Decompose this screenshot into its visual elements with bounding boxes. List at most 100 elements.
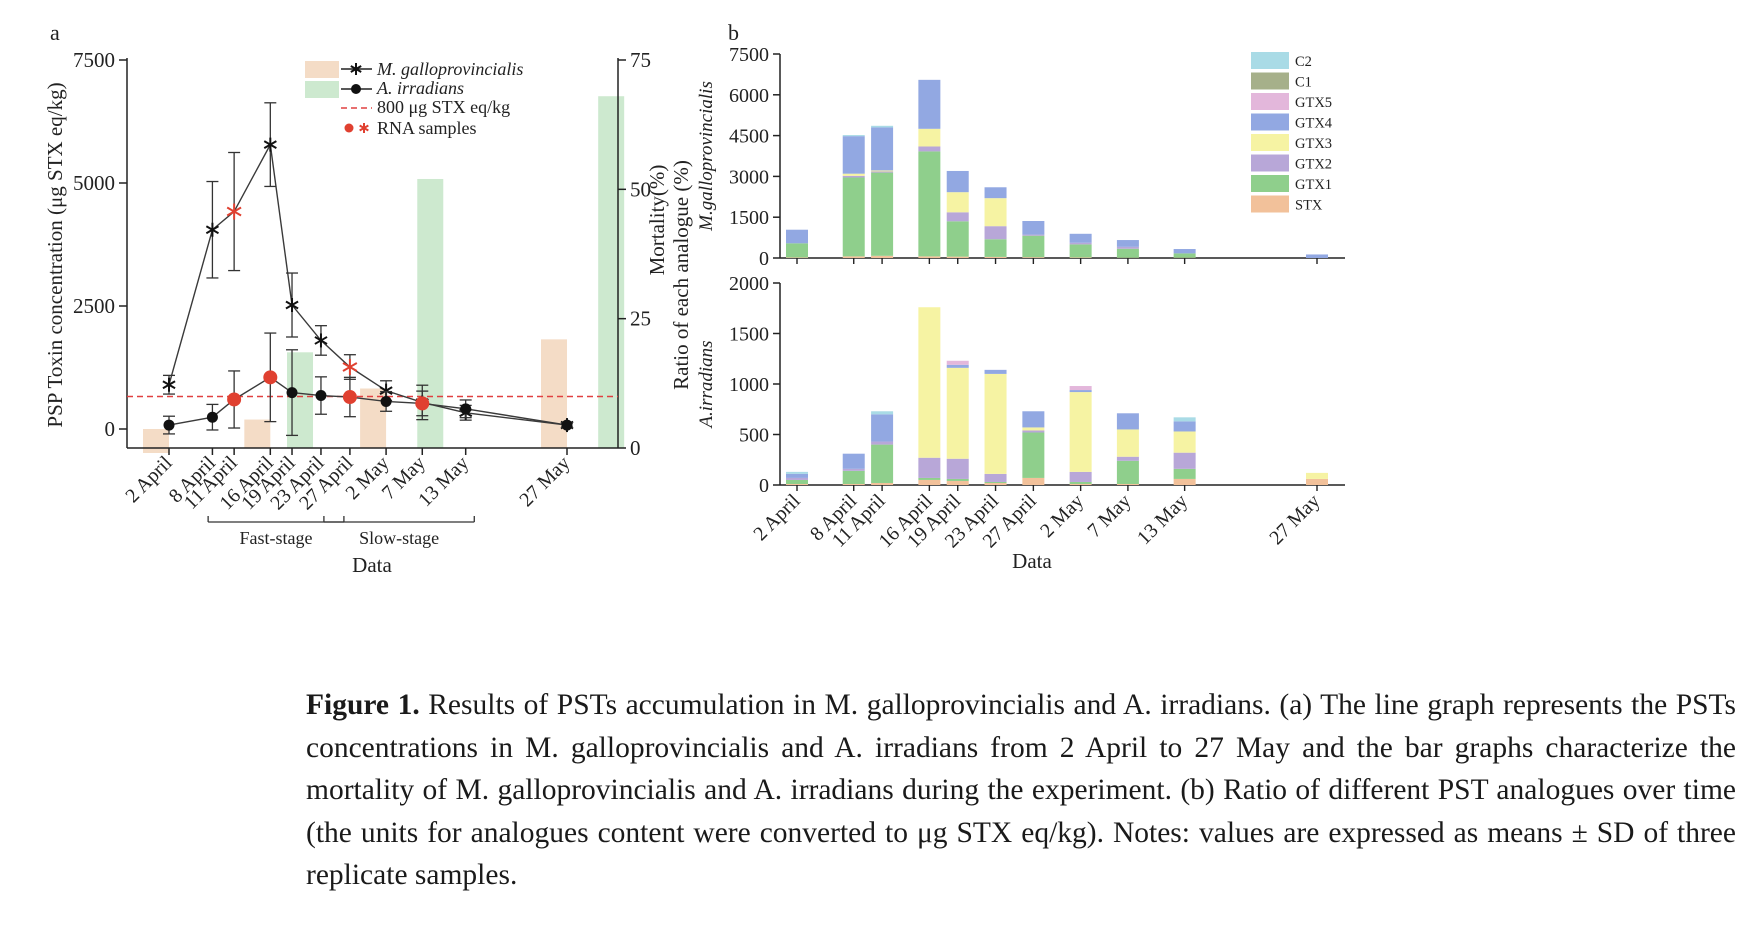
scallop-point (315, 390, 327, 402)
bar-segment-stx (871, 255, 894, 258)
mussel-point-stroke (285, 300, 299, 310)
scallop-point (460, 403, 472, 415)
y-tick-label: 5000 (73, 171, 115, 195)
mussel-point (314, 333, 328, 348)
caption-label: Figure 1. (306, 689, 420, 721)
legend-label-c1: C1 (1295, 75, 1312, 91)
bar-segment-stx (1173, 478, 1196, 485)
bar-segment-stx (946, 480, 969, 485)
bar-segment-gtx1 (1116, 460, 1139, 484)
mortality-bar-mussel-1 (244, 419, 271, 448)
bar-segment-gtx1 (1116, 248, 1139, 258)
bar-segment-gtx2 (1116, 246, 1139, 249)
bar-segment-stx (1116, 483, 1139, 485)
y-tick-label: 7500 (729, 44, 769, 66)
stage-label: Slow-stage (359, 528, 439, 548)
bar-segment-gtx1 (871, 444, 894, 483)
legend-label-mussel: M. galloprovincialis (376, 59, 523, 79)
bar-segment-gtx4 (918, 79, 941, 129)
panel-b-letter: b (728, 20, 739, 45)
mussel-point (285, 298, 299, 313)
bar-segment-gtx3 (871, 170, 894, 172)
y2-tick-label: 0 (630, 436, 641, 460)
x-tick-label: 2 April (749, 490, 805, 546)
scallop-point (163, 419, 175, 431)
bar-segment-gtx1 (842, 470, 865, 484)
caption-text: Results of PSTs accumulation in M. gallo… (306, 689, 1736, 891)
y-tick-label: 1000 (729, 374, 769, 396)
bar-segment-gtx4 (1116, 240, 1139, 247)
mortality-bar-scallop-2 (598, 96, 625, 449)
series-line-mussel (168, 142, 568, 426)
x-axis-title: Data (352, 553, 392, 577)
y-tick-label: 7500 (73, 48, 115, 72)
scallop-point (561, 419, 573, 431)
bar-segment-gtx4 (1306, 254, 1328, 258)
panel-a-chart: 0 2500 5000 7500 0 25 50 75 PSP Toxin concentrat… (43, 48, 669, 577)
mussel-point-stroke (205, 225, 219, 235)
bar-segment-gtx1 (1173, 253, 1196, 258)
bar-segment-gtx3 (1022, 427, 1045, 431)
bar-segment-gtx2 (946, 458, 969, 479)
legend-swatch-scallop-bar (305, 81, 339, 98)
x-tick-label: 2 May (1036, 490, 1088, 542)
bar-segment-gtx4 (871, 127, 894, 171)
legend-label-stx: STX (1295, 198, 1323, 214)
mussel-point (205, 222, 219, 237)
stage-label: Fast-stage (240, 528, 313, 548)
bar-segment-stx (842, 483, 865, 485)
bar-segment-gtx4 (1116, 413, 1139, 430)
y-tick-label: 0 (759, 248, 769, 270)
bar-segment-gtx3 (946, 192, 969, 213)
y2-tick-label: 25 (630, 307, 651, 331)
bar-segment-stx (786, 257, 808, 258)
scallop-point (263, 370, 278, 385)
bar-segment-gtx5 (1069, 386, 1092, 391)
legend: C2 C1 GTX5 GTX4 GTX3 GTX2 GTX1 STX (1251, 52, 1333, 214)
mussel-point (263, 137, 277, 152)
legend-marker-scallop (351, 84, 361, 94)
bar-segment-gtx1 (842, 177, 865, 257)
figure-caption: Figure 1. Results of PSTs accumulation i… (306, 684, 1736, 897)
bar-segment-gtx1 (1069, 481, 1092, 484)
bar-segment-gtx3 (1173, 431, 1196, 453)
bar-segment-gtx4 (946, 364, 969, 368)
bar-segment-stx (946, 256, 969, 258)
y-tick-label: 3000 (729, 166, 769, 188)
scallop-point (227, 392, 242, 407)
scallop-point (206, 411, 218, 423)
bar-segment-c2 (842, 135, 865, 137)
bar-segment-gtx1 (984, 481, 1007, 483)
bar-segment-gtx2 (842, 175, 865, 178)
legend-label-scallop: A. irradians (376, 78, 464, 98)
bar-segment-gtx1 (1022, 235, 1045, 258)
bar-segment-gtx1 (918, 477, 941, 480)
mortality-bar-mussel-0 (143, 429, 169, 453)
y-tick-label: 1500 (729, 324, 769, 346)
bar-segment-gtx4 (1022, 221, 1045, 235)
bar-segment-gtx4 (1173, 421, 1196, 432)
bar-segment-gtx2 (1173, 452, 1196, 469)
bar-segment-stx (984, 482, 1007, 485)
bar-segment-gtx4 (984, 369, 1007, 374)
bar-segment-stx (842, 256, 865, 258)
bar-segment-gtx1 (946, 221, 969, 257)
bar-segment-stx (1022, 257, 1045, 258)
bar-segment-gtx1 (1069, 244, 1092, 258)
mussel-point (162, 377, 176, 392)
bar-segment-gtx4 (786, 229, 808, 244)
mussel-point-stroke (263, 140, 277, 149)
panel-a-letter: a (50, 20, 60, 45)
legend-label-c2: C2 (1295, 54, 1312, 70)
legend-label-gtx1: GTX1 (1295, 177, 1332, 193)
legend-swatch-mussel-bar (305, 61, 339, 78)
bar-segment-gtx1 (1173, 468, 1196, 479)
bar-segment-gtx3 (1116, 429, 1139, 457)
y2-axis-title: Mortality(%) (645, 165, 669, 276)
x-tick-label: 7 May (1083, 490, 1135, 542)
bar-segment-gtx3 (984, 373, 1007, 474)
x-tick-label: 13 May (1133, 490, 1192, 549)
bar-segment-gtx1 (918, 151, 941, 257)
bar-segment-gtx2 (871, 441, 894, 445)
